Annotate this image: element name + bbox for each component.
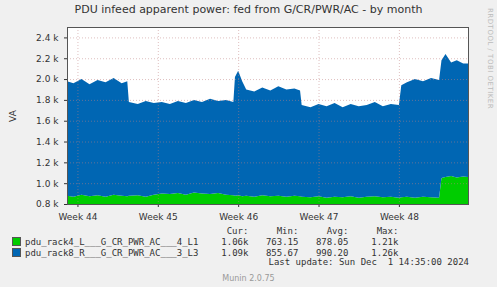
- svg-text:1.6 k: 1.6 k: [36, 116, 59, 126]
- html-text:pdu_rack4_L___G_CR_PWR_AC___4_: pdu_rack4_L___G_CR_PWR_AC___4_L1: [25, 237, 199, 247]
- svg-text:VA: VA: [8, 109, 18, 122]
- svg-text:1.4 k: 1.4 k: [36, 137, 59, 147]
- html-text:pdu_rack8_R___G_CR_PWR_AC___3_: pdu_rack8_R___G_CR_PWR_AC___3_L3: [25, 248, 199, 258]
- html-text:Max:: Max:: [376, 226, 399, 236]
- html-text:990.20: 990.20: [315, 248, 349, 258]
- svg-text:Week 44: Week 44: [58, 212, 97, 222]
- html-text:PDU infeed apparent power: fed: PDU infeed apparent power: fed from G/CR…: [74, 3, 423, 16]
- svg-text:2.4 k: 2.4 k: [36, 33, 59, 43]
- html-text:Min:: Min:: [276, 226, 299, 236]
- svg-text:1.8 k: 1.8 k: [36, 95, 59, 105]
- html-text:Cur:: Cur:: [226, 226, 249, 236]
- html-text:763.15: 763.15: [265, 237, 299, 247]
- svg-text:1.0 k: 1.0 k: [36, 179, 59, 189]
- html-text:878.05: 878.05: [315, 237, 349, 247]
- svg-text:Week 46: Week 46: [219, 212, 258, 222]
- svg-text:Week 48: Week 48: [380, 212, 419, 222]
- html-text:1.09k: 1.09k: [221, 248, 249, 258]
- svg-text:2.2 k: 2.2 k: [36, 54, 59, 64]
- html-text:1.26k: 1.26k: [371, 248, 399, 258]
- svg-text:0.8 k: 0.8 k: [36, 199, 59, 209]
- html-text:Avg:: Avg:: [326, 226, 349, 236]
- html-text:Munin 2.0.75: Munin 2.0.75: [222, 274, 275, 283]
- html-text:1.21k: 1.21k: [371, 237, 399, 247]
- svg-text:2.0 k: 2.0 k: [36, 74, 59, 84]
- html-text:1.06k: 1.06k: [221, 237, 249, 247]
- html-text:855.67: 855.67: [265, 248, 299, 258]
- svg-text:Week 45: Week 45: [139, 212, 178, 222]
- svg-text:1.2 k: 1.2 k: [36, 158, 59, 168]
- svg-text:Week 47: Week 47: [300, 212, 339, 222]
- html-text:Last update: Sun Dec 1 14:35:0: Last update: Sun Dec 1 14:35:00 2024: [268, 257, 469, 267]
- html-text:RRDTOOL / TOBI OETIKER: RRDTOOL / TOBI OETIKER: [486, 8, 494, 110]
